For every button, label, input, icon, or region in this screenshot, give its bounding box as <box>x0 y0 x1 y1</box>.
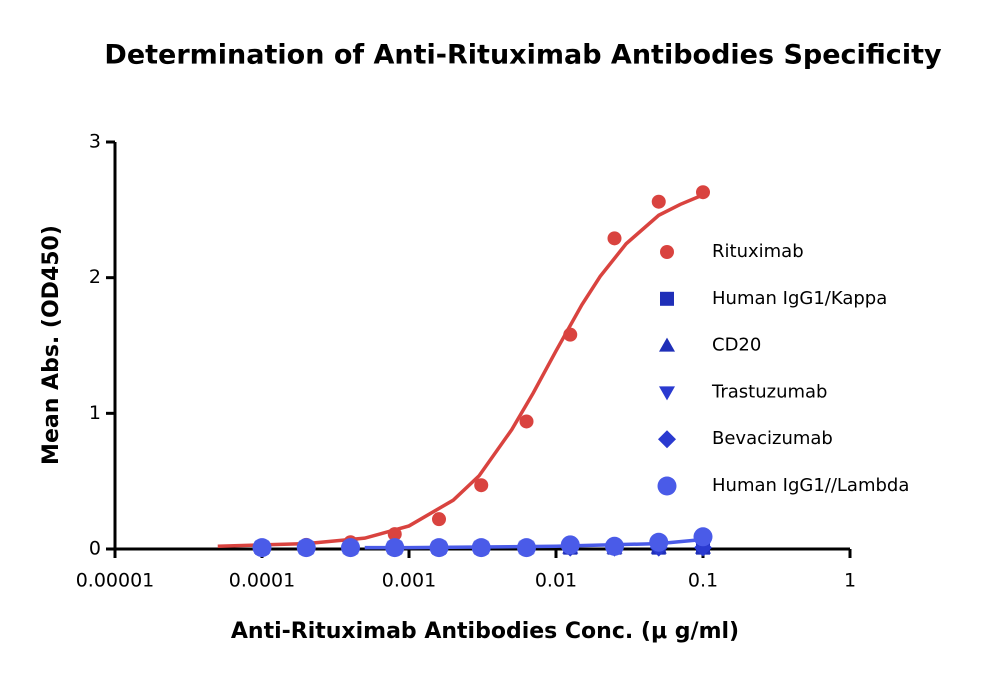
y-tick-label: 2 <box>89 266 101 288</box>
point <box>252 538 272 558</box>
point <box>693 527 713 547</box>
x-tick-label: 0.001 <box>382 570 436 592</box>
y-tick-label: 0 <box>89 538 101 560</box>
point <box>471 538 491 558</box>
x-axis-label: Anti-Rituximab Antibodies Conc. (μ g/ml) <box>231 619 739 644</box>
point <box>517 538 537 558</box>
point <box>651 194 666 209</box>
y-tick-label: 1 <box>89 402 101 424</box>
point <box>604 536 624 556</box>
x-tick-label: 0.00001 <box>76 570 155 592</box>
point <box>432 512 447 527</box>
point <box>341 538 361 558</box>
legend-label: Bevacizumab <box>712 428 833 449</box>
point <box>649 532 669 552</box>
x-tick-label: 0.01 <box>535 570 577 592</box>
legend-marker <box>657 476 677 496</box>
x-tick-label: 1 <box>844 570 856 592</box>
point <box>474 478 489 493</box>
point <box>560 535 580 555</box>
fit-line <box>217 193 704 549</box>
legend-marker <box>658 430 676 449</box>
legend-label: Trastuzumab <box>711 381 827 402</box>
point <box>387 527 402 542</box>
point <box>296 538 316 558</box>
y-tick-label: 3 <box>89 131 101 153</box>
legend-marker <box>659 337 675 352</box>
point <box>385 538 405 558</box>
legend-marker <box>659 386 675 401</box>
x-tick-label: 0.0001 <box>229 570 295 592</box>
point <box>696 185 710 200</box>
chart-title: Determination of Anti-Rituximab Antibodi… <box>104 40 942 71</box>
point <box>429 538 449 558</box>
point <box>607 231 622 246</box>
x-tick-label: 0.1 <box>688 570 718 592</box>
legend-label: Rituximab <box>712 241 804 262</box>
legend-marker <box>660 245 674 259</box>
legend-label: Human IgG1//Lambda <box>712 475 909 496</box>
legend-marker <box>660 291 674 306</box>
point <box>563 327 578 342</box>
legend-label: CD20 <box>712 335 761 356</box>
y-axis-label: Mean Abs. (OD450) <box>39 225 64 465</box>
legend-label: Human IgG1/Kappa <box>712 288 887 309</box>
point <box>519 414 534 429</box>
